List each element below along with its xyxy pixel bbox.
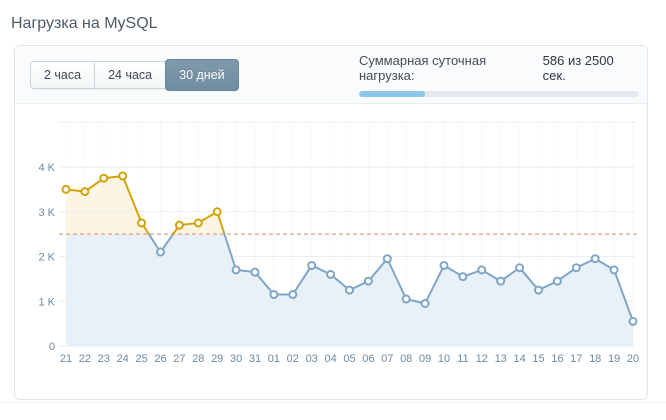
daily-load-progress-fill xyxy=(359,90,425,97)
series-segment xyxy=(223,233,238,271)
y-axis-label: 3 K xyxy=(38,207,55,219)
chart-toolbar: 2 часа 24 часа 30 дней Суммарная суточна… xyxy=(15,46,647,104)
data-point-25 xyxy=(137,218,147,228)
data-point-29 xyxy=(212,207,222,217)
tab-24-hours[interactable]: 24 часа xyxy=(95,60,167,89)
x-axis-label: 30 xyxy=(230,353,242,365)
data-point-31 xyxy=(250,267,260,277)
series-segment xyxy=(613,268,634,323)
data-point-11 xyxy=(458,272,468,282)
data-point-26 xyxy=(156,247,165,257)
daily-load-label: Суммарная суточная нагрузка: xyxy=(359,52,487,83)
mysql-load-panel: 2 часа 24 часа 30 дней Суммарная суточна… xyxy=(14,45,648,400)
x-axis-label: 13 xyxy=(495,353,507,365)
data-point-06 xyxy=(363,276,373,286)
data-point-13 xyxy=(496,276,506,286)
section-divider xyxy=(0,402,666,403)
data-point-10 xyxy=(439,260,449,270)
x-axis-label: 03 xyxy=(306,353,318,365)
x-axis-label: 28 xyxy=(192,353,204,365)
x-axis-label: 18 xyxy=(589,353,601,365)
x-axis-label: 27 xyxy=(173,353,185,365)
daily-load-summary: Суммарная суточная нагрузка: 586 из 2500… xyxy=(359,53,639,97)
x-axis-label: 15 xyxy=(532,353,544,365)
x-axis-label: 29 xyxy=(211,353,223,365)
data-point-09 xyxy=(420,298,430,308)
y-axis-label: 4 K xyxy=(38,162,55,174)
y-axis-label: 1 K xyxy=(38,296,55,308)
x-axis-label: 21 xyxy=(60,353,72,365)
x-axis-label: 16 xyxy=(551,353,563,365)
x-axis-label: 20 xyxy=(627,353,639,365)
x-axis-label: 11 xyxy=(457,353,468,365)
series-segment xyxy=(254,271,275,296)
data-point-08 xyxy=(401,294,411,304)
data-point-17 xyxy=(571,263,581,273)
x-axis-label: 14 xyxy=(513,353,525,365)
x-axis-label: 31 xyxy=(249,353,261,365)
series-segment xyxy=(291,264,313,296)
data-point-23 xyxy=(99,173,109,183)
data-point-01 xyxy=(269,290,279,300)
data-point-15 xyxy=(534,285,543,295)
x-axis-label: 25 xyxy=(135,353,147,365)
x-axis-label: 06 xyxy=(362,353,374,365)
chart-area: 0 1 K 2 K 3 K 4 K 21 22 23 24 25 26 27 28 29 30 31 01 02 0… xyxy=(15,104,647,399)
x-axis-label: 23 xyxy=(98,353,110,365)
x-axis-label: 09 xyxy=(419,353,431,365)
x-axis-label: 12 xyxy=(476,353,488,365)
series-segment xyxy=(386,257,408,301)
x-axis-label: 02 xyxy=(287,353,299,365)
data-point-02 xyxy=(288,290,298,300)
page-title: Нагрузка на MySQL xyxy=(11,15,158,32)
data-point-16 xyxy=(552,276,562,286)
data-point-04 xyxy=(326,269,336,279)
x-axis-label: 05 xyxy=(343,353,355,365)
y-axis-label: 2 K xyxy=(38,252,55,264)
data-point-05 xyxy=(345,285,354,295)
x-axis-label: 01 xyxy=(268,353,280,365)
x-axis-label: 22 xyxy=(79,353,91,365)
data-point-22 xyxy=(80,187,90,197)
data-point-19 xyxy=(609,265,619,275)
x-axis-label: 10 xyxy=(438,353,450,365)
series-segment xyxy=(121,174,143,224)
data-point-28 xyxy=(193,218,203,228)
data-point-27 xyxy=(174,220,184,230)
series-segment xyxy=(424,264,445,305)
daily-load-value: 586 из 2500 сек. xyxy=(542,52,614,83)
x-axis-label: 04 xyxy=(324,353,336,365)
x-axis-label: 19 xyxy=(608,353,620,365)
period-tabs: 2 часа 24 часа 30 дней xyxy=(30,58,239,91)
mysql-load-chart: 0 1 K 2 K 3 K 4 K 21 22 23 24 25 26 27 28 29 30 31 01 02 0… xyxy=(38,121,639,365)
x-axis-label: 07 xyxy=(381,353,393,365)
daily-load-progressbar xyxy=(359,90,639,97)
data-point-03 xyxy=(307,260,317,270)
y-axis-label: 0 xyxy=(49,341,55,353)
tab-2-hours[interactable]: 2 часа xyxy=(30,60,96,89)
series-segment xyxy=(518,266,540,292)
series-segment xyxy=(367,257,389,283)
daily-load-summary-row: Суммарная суточная нагрузка: 586 из 2500… xyxy=(359,53,639,83)
data-point-14 xyxy=(515,263,525,273)
x-axis-label: 08 xyxy=(400,353,412,365)
x-axis-label: 26 xyxy=(154,353,166,365)
data-point-18 xyxy=(590,254,600,264)
data-point-12 xyxy=(477,265,487,275)
x-axis-label: 17 xyxy=(570,353,582,365)
tab-30-days[interactable]: 30 дней xyxy=(165,58,239,91)
data-point-20 xyxy=(628,316,638,326)
data-point-21 xyxy=(61,184,71,194)
data-point-30 xyxy=(231,265,241,275)
data-point-07 xyxy=(382,254,392,264)
x-axis-label: 24 xyxy=(117,353,129,365)
data-point-24 xyxy=(118,171,128,181)
